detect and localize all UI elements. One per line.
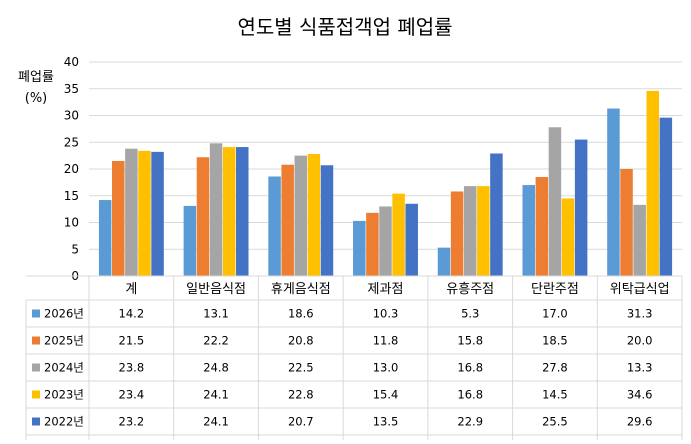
x-category-label: 단란주점 bbox=[531, 282, 579, 297]
data-table-cell: 16.8 bbox=[457, 388, 483, 402]
data-table-cell: 22.5 bbox=[288, 361, 314, 375]
bar bbox=[320, 165, 334, 276]
bar bbox=[281, 164, 294, 276]
bar bbox=[112, 160, 125, 276]
legend-label: 2022년 bbox=[44, 415, 84, 429]
data-table-cell: 22.8 bbox=[288, 388, 314, 402]
bar bbox=[125, 148, 138, 276]
bar bbox=[405, 203, 418, 276]
data-table-cell: 5.3 bbox=[461, 307, 479, 321]
data-table-cell: 25.5 bbox=[542, 415, 568, 429]
bar bbox=[353, 220, 366, 276]
x-category-label: 유흥주점 bbox=[446, 282, 494, 297]
bar bbox=[138, 150, 151, 276]
y-tick-label: 10 bbox=[64, 216, 79, 230]
bar bbox=[548, 127, 562, 277]
data-table-cell: 23.8 bbox=[119, 361, 145, 375]
x-category-label: 휴게음식점 bbox=[271, 282, 331, 297]
data-table-cell: 14.2 bbox=[119, 307, 145, 321]
legend-swatch bbox=[32, 336, 40, 345]
data-table-cell: 15.4 bbox=[373, 388, 399, 402]
data-table-cell: 13.3 bbox=[627, 361, 653, 375]
legend-label: 2025년 bbox=[44, 334, 84, 348]
bar bbox=[463, 186, 477, 276]
bar bbox=[307, 154, 321, 276]
bar bbox=[646, 90, 659, 276]
data-table-cell: 23.2 bbox=[119, 415, 145, 429]
data-table-cell: 10.3 bbox=[373, 307, 399, 321]
bar bbox=[222, 147, 236, 276]
y-tick-label: 20 bbox=[64, 162, 79, 176]
data-table-cell: 31.3 bbox=[627, 307, 653, 321]
legend-label: 2024년 bbox=[44, 361, 84, 375]
bar bbox=[607, 108, 620, 276]
data-table-cell: 20.7 bbox=[288, 415, 314, 429]
bar bbox=[561, 198, 575, 276]
y-axis-label: 폐업률 bbox=[18, 70, 54, 85]
bar bbox=[477, 186, 490, 276]
data-table-cell: 34.6 bbox=[627, 388, 653, 402]
bar bbox=[366, 212, 379, 276]
data-table-cell: 27.8 bbox=[542, 361, 568, 375]
bar bbox=[196, 157, 210, 276]
bar bbox=[633, 204, 646, 276]
data-table-cell: 18.6 bbox=[288, 307, 314, 321]
data-table-cell: 11.8 bbox=[373, 334, 399, 348]
bar bbox=[620, 169, 633, 276]
bar bbox=[522, 185, 535, 276]
data-table-cell: 13.5 bbox=[373, 415, 399, 429]
data-table-cell: 24.8 bbox=[203, 361, 229, 375]
x-category-label: 계 bbox=[125, 282, 137, 297]
data-table-cell: 15.8 bbox=[457, 334, 483, 348]
data-table-cell: 24.1 bbox=[203, 388, 229, 402]
data-table-cell: 21.5 bbox=[119, 334, 145, 348]
data-table-cell: 20.0 bbox=[627, 334, 653, 348]
bar bbox=[294, 155, 308, 276]
bar bbox=[98, 200, 112, 276]
data-table-cell: 22.2 bbox=[203, 334, 229, 348]
chart-title: 연도별 식품접객업 폐업률 bbox=[237, 15, 452, 39]
data-table-cell: 16.8 bbox=[457, 361, 483, 375]
bar bbox=[574, 139, 588, 276]
data-table-cell: 22.9 bbox=[457, 415, 483, 429]
bar bbox=[236, 147, 249, 276]
bar bbox=[268, 176, 281, 276]
y-tick-label: 25 bbox=[64, 135, 79, 149]
bar bbox=[659, 117, 673, 276]
data-table-cell: 23.4 bbox=[119, 388, 145, 402]
y-axis-unit: (%) bbox=[25, 91, 48, 106]
data-table-cell: 14.5 bbox=[542, 388, 568, 402]
legend-swatch bbox=[32, 417, 40, 426]
y-tick-label: 35 bbox=[64, 82, 79, 96]
x-category-label: 제과점 bbox=[368, 282, 404, 297]
x-category-label: 위탁급식업 bbox=[610, 282, 670, 297]
bar bbox=[209, 143, 223, 276]
bar bbox=[450, 191, 464, 276]
data-table-cell: 29.6 bbox=[627, 415, 653, 429]
legend-swatch bbox=[32, 363, 40, 372]
y-tick-label: 5 bbox=[71, 242, 79, 256]
y-tick-label: 40 bbox=[64, 55, 79, 69]
bar bbox=[535, 177, 549, 276]
bar bbox=[151, 151, 164, 276]
data-table-cell: 20.8 bbox=[288, 334, 314, 348]
bar bbox=[183, 205, 197, 276]
legend-swatch bbox=[32, 309, 40, 318]
bar bbox=[490, 153, 503, 276]
legend-label: 2026년 bbox=[44, 307, 84, 321]
bar bbox=[392, 193, 405, 276]
data-table-cell: 13.0 bbox=[373, 361, 399, 375]
legend-swatch bbox=[32, 390, 40, 399]
bar bbox=[437, 247, 451, 276]
data-table-cell: 24.1 bbox=[203, 415, 229, 429]
legend-label: 2023년 bbox=[44, 388, 84, 402]
bar bbox=[379, 206, 392, 276]
x-category-label: 일반음식점 bbox=[186, 282, 246, 297]
data-table-cell: 17.0 bbox=[542, 307, 568, 321]
y-tick-label: 15 bbox=[64, 189, 79, 203]
y-tick-label: 30 bbox=[64, 109, 79, 123]
data-table-cell: 18.5 bbox=[542, 334, 568, 348]
data-table-cell: 13.1 bbox=[203, 307, 229, 321]
